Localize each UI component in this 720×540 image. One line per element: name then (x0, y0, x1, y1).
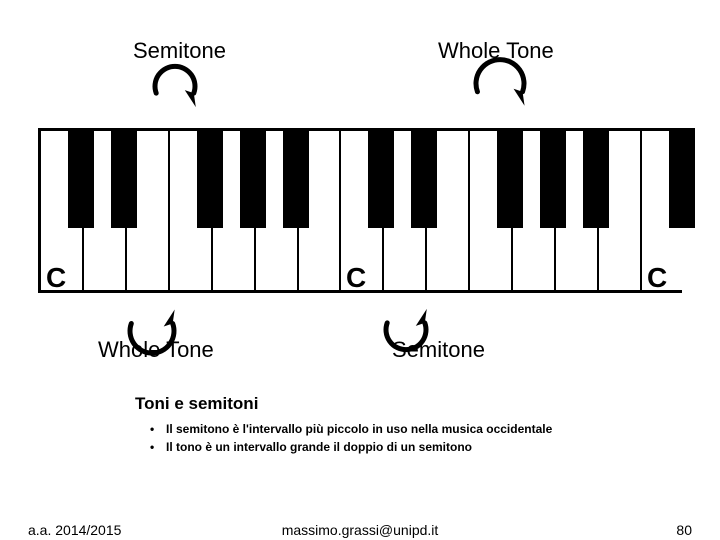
black-key (669, 128, 695, 228)
note-c-label: C (46, 262, 66, 294)
bullet-dot-icon: • (150, 422, 166, 436)
footer-page: 80 (676, 522, 692, 538)
note-c-label: C (647, 262, 667, 294)
black-key (411, 128, 437, 228)
footer-email: massimo.grassi@unipd.it (0, 522, 720, 538)
label-wholetone-top: Whole Tone (438, 38, 554, 64)
wholetone_top-arrow-arc (476, 60, 524, 92)
bullet-item: •Il semitono è l'intervallo più piccolo … (150, 422, 552, 436)
label-semitone-bottom: Semitone (392, 337, 485, 363)
label-semitone-top: Semitone (133, 38, 226, 64)
black-key (583, 128, 609, 228)
bullet-list: •Il semitono è l'intervallo più piccolo … (150, 422, 552, 458)
wholetone_top-arrow-head-icon (514, 89, 525, 106)
bullet-dot-icon: • (150, 440, 166, 454)
note-c-label: C (346, 262, 366, 294)
bullet-item: •Il tono è un intervallo grande il doppi… (150, 440, 552, 454)
bullet-text: Il tono è un intervallo grande il doppio… (166, 440, 472, 454)
semitone_top-arrow-arc (155, 66, 195, 93)
black-key (68, 128, 94, 228)
black-key (111, 128, 137, 228)
wholetone_bot-arrow-head-icon (164, 310, 175, 327)
semitone_bot-arrow-head-icon (416, 309, 427, 326)
black-key (240, 128, 266, 228)
black-key (540, 128, 566, 228)
semitone_top-arrow-head-icon (185, 90, 196, 107)
black-key (283, 128, 309, 228)
black-key (497, 128, 523, 228)
black-key (197, 128, 223, 228)
label-wholetone-bottom: Whole Tone (98, 337, 214, 363)
slide-title: Toni e semitoni (135, 394, 258, 414)
black-key (368, 128, 394, 228)
bullet-text: Il semitono è l'intervallo più piccolo i… (166, 422, 552, 436)
